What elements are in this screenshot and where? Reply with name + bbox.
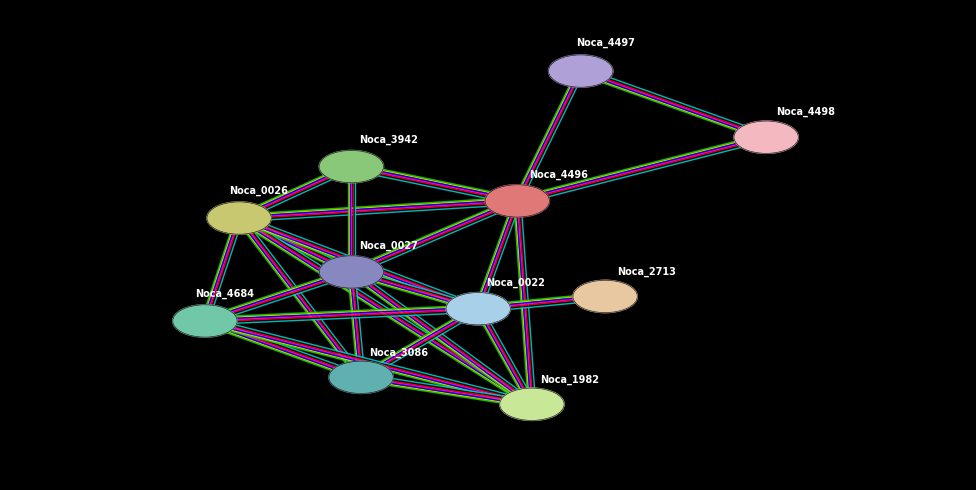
Text: Noca_0022: Noca_0022: [486, 278, 545, 288]
Text: Noca_2713: Noca_2713: [617, 267, 675, 277]
Circle shape: [573, 280, 637, 313]
Circle shape: [446, 293, 510, 325]
Text: Noca_4684: Noca_4684: [195, 289, 254, 299]
Circle shape: [319, 150, 384, 183]
Circle shape: [485, 185, 549, 217]
Circle shape: [500, 388, 564, 420]
Circle shape: [734, 121, 798, 153]
Text: Noca_4496: Noca_4496: [529, 170, 588, 180]
Circle shape: [319, 256, 384, 288]
Text: Noca_4498: Noca_4498: [776, 106, 834, 117]
Text: Noca_1982: Noca_1982: [540, 374, 598, 385]
Text: Noca_0026: Noca_0026: [229, 186, 288, 196]
Text: Noca_3942: Noca_3942: [359, 135, 418, 145]
Circle shape: [549, 55, 613, 87]
Circle shape: [173, 305, 237, 337]
Circle shape: [329, 361, 393, 393]
Text: Noca_0027: Noca_0027: [359, 241, 418, 251]
Circle shape: [207, 202, 271, 234]
Text: Noca_3086: Noca_3086: [369, 347, 427, 358]
Text: Noca_4497: Noca_4497: [576, 37, 634, 48]
